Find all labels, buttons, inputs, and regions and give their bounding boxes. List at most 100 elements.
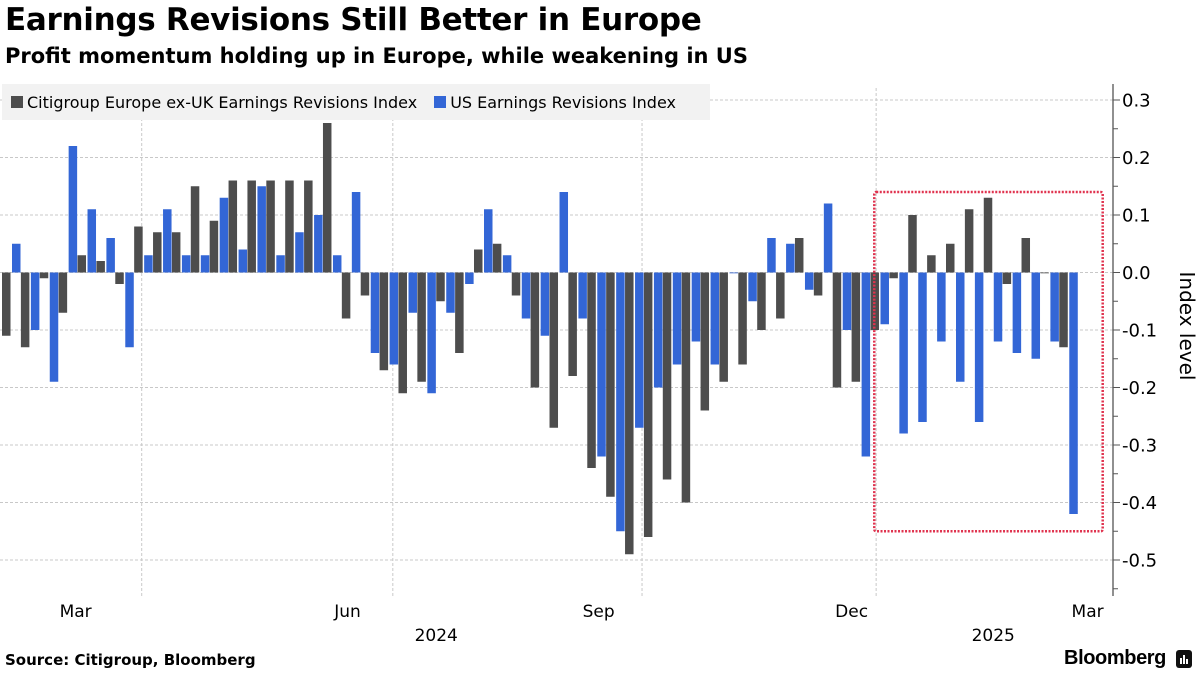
bar-us <box>956 272 965 382</box>
chart-title: Earnings Revisions Still Better in Europ… <box>5 2 702 38</box>
bar-us <box>125 272 134 348</box>
bar-us <box>578 272 587 319</box>
bar-us <box>937 272 946 342</box>
bar-europe <box>870 272 879 330</box>
y-tick-label: 0.1 <box>1122 206 1151 227</box>
bar-us <box>484 209 493 273</box>
y-tick-label: -0.5 <box>1122 551 1157 572</box>
bar-us <box>786 243 795 273</box>
bar-europe <box>304 180 313 273</box>
bar-europe <box>511 272 521 296</box>
bar-us <box>502 255 512 273</box>
bar-us <box>1069 272 1078 514</box>
x-tick-label: Sep <box>583 602 615 622</box>
bar-us <box>408 272 417 313</box>
x-tick-label: Dec <box>835 602 868 622</box>
y-tick-label: -0.2 <box>1122 378 1157 399</box>
bar-europe <box>285 180 294 273</box>
bar-us <box>880 272 889 325</box>
x-tick-label: Jun <box>333 602 361 622</box>
y-tick-label: 0.3 <box>1122 91 1151 112</box>
bar-us <box>521 272 531 319</box>
bar-us <box>465 272 474 284</box>
y-axis: 0.3 0.2 0.1 0.0 -0.1 -0.2 -0.3 -0.4 -0.5 Index le… <box>1112 84 1199 596</box>
x-year-label: 2024 <box>415 626 458 646</box>
bar-us <box>691 272 701 342</box>
bar-europe <box>360 272 370 296</box>
bar-europe <box>964 209 974 273</box>
highlight-box <box>873 190 1104 533</box>
bar-europe <box>568 272 577 376</box>
bar-europe <box>625 272 634 555</box>
bar-us <box>446 272 455 313</box>
bar-us <box>106 238 115 273</box>
y-tick-label: 0.0 <box>1122 263 1151 284</box>
bar-europe <box>832 272 842 388</box>
bar-europe <box>738 272 747 365</box>
bar-europe <box>153 232 162 273</box>
bar-us <box>332 255 342 273</box>
y-tick-label: -0.1 <box>1122 321 1157 342</box>
legend-swatch-europe <box>11 96 23 108</box>
bar-us <box>540 272 550 336</box>
bar-us <box>672 272 682 365</box>
bar-us <box>729 272 738 274</box>
x-year-label: 2025 <box>972 626 1015 646</box>
bar-europe <box>209 220 219 273</box>
x-tick-label: Mar <box>1072 602 1104 622</box>
bar-us <box>351 192 361 273</box>
bar-europe <box>983 197 993 273</box>
bar-europe <box>190 186 200 273</box>
bar-europe <box>700 272 710 411</box>
bar-us <box>597 272 606 457</box>
bar-us <box>823 203 833 273</box>
bar-us <box>181 255 191 273</box>
bar-us <box>1031 272 1041 359</box>
bar-europe <box>851 272 861 382</box>
bar-us <box>635 272 644 428</box>
bar-us <box>861 272 871 457</box>
bar-us <box>974 272 984 422</box>
bar-us <box>804 272 814 290</box>
bar-europe <box>719 272 728 382</box>
legend-label-europe: Citigroup Europe ex-UK Earnings Revision… <box>27 92 418 112</box>
bar-europe <box>549 272 559 428</box>
bar-europe <box>474 249 483 273</box>
bar-europe <box>322 123 332 273</box>
y-tick-label: -0.4 <box>1122 493 1157 514</box>
bar-us <box>257 186 266 273</box>
bar-us <box>899 272 908 434</box>
bar-europe <box>606 272 615 497</box>
chart-subtitle: Profit momentum holding up in Europe, wh… <box>5 44 748 68</box>
bar-us <box>144 255 153 273</box>
bar-europe <box>662 272 672 480</box>
bloomberg-logo: Bloomberg <box>1064 647 1166 669</box>
bar-europe <box>134 226 143 273</box>
bar-europe <box>77 255 87 273</box>
bar-us <box>163 209 172 273</box>
bar-europe <box>20 272 30 348</box>
legend-item-us: US Earnings Revisions Index <box>434 93 676 112</box>
bar-us <box>1012 272 1022 353</box>
bar-europe <box>417 272 426 382</box>
bar-europe <box>58 272 68 313</box>
bar-europe <box>813 272 823 296</box>
bar-europe <box>398 272 407 394</box>
bar-europe <box>455 272 464 353</box>
bar-europe <box>492 243 502 273</box>
legend-item-europe: Citigroup Europe ex-UK Earnings Revision… <box>11 93 417 112</box>
bloomberg-logo-icon <box>1176 650 1192 668</box>
bar-europe <box>927 255 936 273</box>
bar-us <box>87 209 97 273</box>
bar-us <box>49 272 59 382</box>
legend: Citigroup Europe ex-UK Earnings Revision… <box>2 84 710 120</box>
bars <box>2 123 1078 555</box>
bar-us <box>295 232 304 273</box>
bar-us <box>238 249 248 273</box>
bar-us <box>710 272 720 365</box>
bar-us <box>68 146 78 273</box>
bar-europe <box>171 232 181 273</box>
bar-europe <box>1040 272 1049 274</box>
bar-europe <box>757 272 766 330</box>
